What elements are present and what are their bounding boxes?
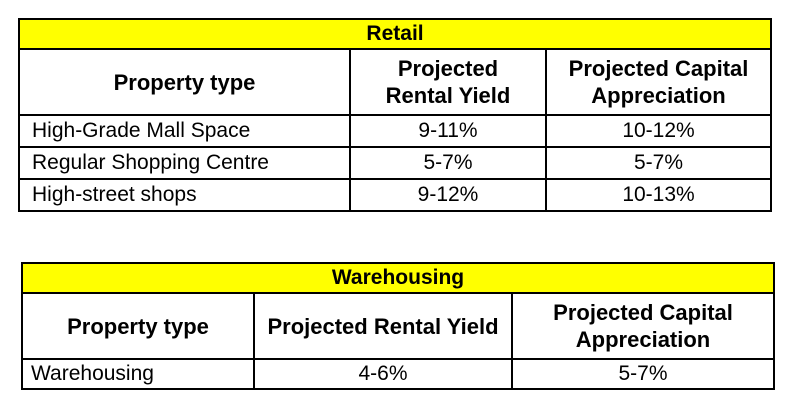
table-row: High-street shops 9-12% 10-13%: [18, 178, 773, 212]
table-row: Regular Shopping Centre 5-7% 5-7%: [18, 146, 773, 180]
warehousing-title: Warehousing: [20, 262, 776, 294]
warehousing-header-rental-yield: Projected Rental Yield: [253, 292, 513, 360]
table-row: High-Grade Mall Space 9-11% 10-12%: [18, 114, 773, 148]
retail-title-row: Retail: [17, 18, 773, 50]
retail-property-cell: High-street shops: [18, 178, 351, 212]
warehousing-appreciation-cell: 5-7%: [510, 358, 776, 390]
retail-yield-cell: 9-12%: [349, 178, 547, 212]
retail-yield-cell: 9-11%: [349, 114, 547, 148]
warehousing-header-property-type: Property type: [21, 292, 255, 360]
table-row: Warehousing 4-6% 5-7%: [21, 358, 776, 390]
retail-header-property-type: Property type: [18, 48, 351, 116]
warehousing-table: Warehousing Property type Projected Rent…: [20, 262, 776, 390]
retail-appreciation-cell: 10-12%: [544, 114, 773, 148]
warehousing-title-row: Warehousing: [20, 262, 776, 294]
retail-appreciation-cell: 5-7%: [544, 146, 773, 180]
retail-property-cell: High-Grade Mall Space: [18, 114, 351, 148]
retail-table: Retail Property type Projected Rental Yi…: [17, 18, 773, 212]
warehousing-property-cell: Warehousing: [21, 358, 255, 390]
retail-property-cell: Regular Shopping Centre: [18, 146, 351, 180]
retail-appreciation-cell: 10-13%: [544, 178, 773, 212]
retail-header-rental-yield: Projected Rental Yield: [349, 48, 547, 116]
retail-title: Retail: [17, 18, 773, 50]
warehousing-header-row: Property type Projected Rental Yield Pro…: [21, 292, 776, 360]
warehousing-header-capital-appreciation: Projected Capital Appreciation: [510, 292, 776, 360]
warehousing-yield-cell: 4-6%: [253, 358, 513, 390]
retail-header-capital-appreciation: Projected Capital Appreciation: [544, 48, 773, 116]
retail-header-row: Property type Projected Rental Yield Pro…: [18, 48, 773, 116]
retail-yield-cell: 5-7%: [349, 146, 547, 180]
